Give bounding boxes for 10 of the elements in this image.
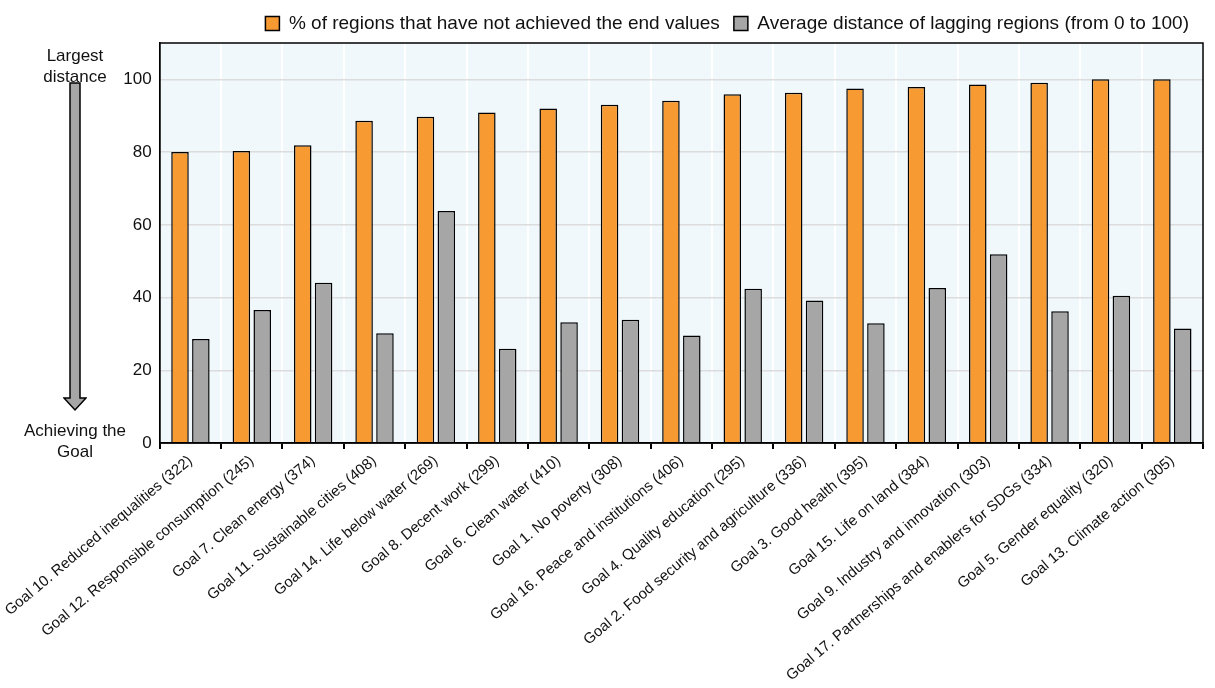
- legend-label: Average distance of lagging regions (from 0 to 100): [757, 11, 1190, 33]
- legend-label: % of regions that have not achieved the end values: [288, 11, 720, 33]
- text: Achieving the Goal: [22, 420, 128, 462]
- y-tick-label: 0: [142, 432, 152, 452]
- y-tick-label: 100: [123, 69, 152, 89]
- y-tick-label: 20: [132, 359, 152, 379]
- y-tick-label: 80: [132, 141, 152, 161]
- text: Largest distance: [43, 46, 107, 86]
- y-tick-label: 40: [132, 287, 152, 307]
- y-tick-label: 60: [132, 214, 152, 234]
